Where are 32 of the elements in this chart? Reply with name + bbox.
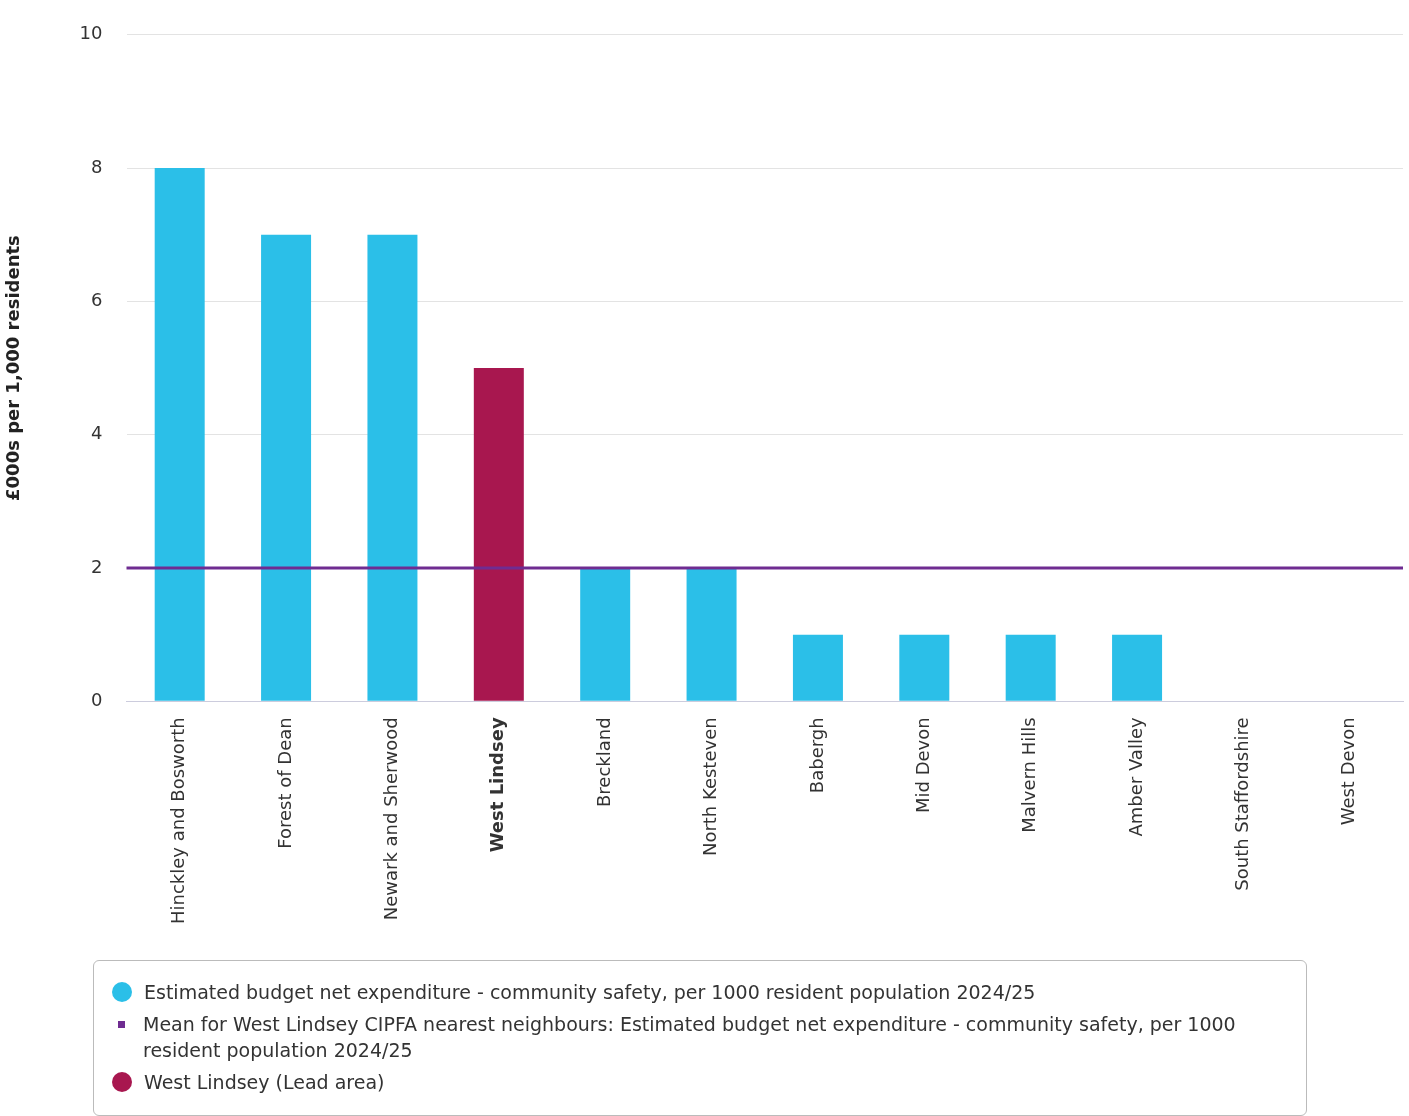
bar xyxy=(473,368,524,701)
x-tick-label: Malvern Hills xyxy=(1018,717,1040,833)
bar xyxy=(261,234,312,701)
x-tick-label: West Devon xyxy=(1337,717,1359,826)
x-tick-label: North Kesteven xyxy=(699,717,721,857)
bar xyxy=(686,568,737,701)
x-tick-label: Babergh xyxy=(805,717,827,794)
bar xyxy=(367,234,418,701)
legend-label: Estimated budget net expenditure - community safety, per 1000 resident population 2024/25 xyxy=(144,980,1036,1005)
bar xyxy=(580,568,631,701)
y-tick-label: 2 xyxy=(91,555,103,577)
x-tick-label: Forest of Dean xyxy=(273,717,295,849)
x-tick-label: Hinckley and Bosworth xyxy=(167,717,189,924)
bar xyxy=(1112,634,1163,701)
bar xyxy=(792,634,843,701)
legend-label: West Lindsey (Lead area) xyxy=(144,1070,385,1095)
x-tick-label: West Lindsey xyxy=(486,717,508,853)
x-tick-label: Amber Valley xyxy=(1124,717,1146,837)
bar xyxy=(1005,634,1056,701)
x-tick-label: Breckland xyxy=(592,717,614,807)
y-tick-label: 4 xyxy=(91,422,103,444)
legend-label: Mean for West Lindsey CIPFA nearest neighbours: Estimated budget net expenditure - community safety, per 1000 resident population 2024/25 xyxy=(143,1012,1237,1063)
y-tick-label: 0 xyxy=(91,689,103,711)
bar xyxy=(154,168,205,701)
y-axis-title: £000s per 1,000 residents xyxy=(2,235,24,501)
y-tick-label: 6 xyxy=(91,289,103,311)
bar xyxy=(899,634,950,701)
x-tick-label: South Staffordshire xyxy=(1231,717,1253,891)
y-tick-label: 10 xyxy=(79,22,103,44)
x-tick-label: Newark and Sherwood xyxy=(380,717,402,921)
x-tick-label: Mid Devon xyxy=(911,717,933,814)
y-tick-label: 8 xyxy=(91,155,103,177)
